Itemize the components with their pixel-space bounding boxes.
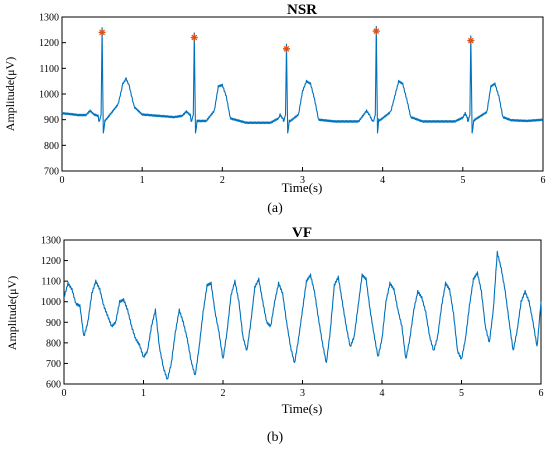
y-tick-label: 900 [44,115,59,126]
chart-b-y-ticks: 600 700 800 900 1000 1100 1200 1300 [41,236,68,391]
r-peak-marker [372,27,380,35]
y-tick-label: 800 [46,338,61,349]
y-tick-label: 1200 [41,256,61,267]
y-tick-label: 1000 [39,90,59,101]
x-tick-label: 6 [539,388,544,399]
y-tick-label: 1200 [39,38,59,49]
y-tick-label: 800 [44,141,59,152]
chart-a-y-ticks: 700 800 900 1000 1100 1200 1300 [39,13,66,178]
x-tick-label: 0 [60,175,65,186]
x-tick-label: 2 [220,175,225,186]
x-tick-label: 4 [380,175,385,186]
y-tick-label: 700 [46,359,61,370]
x-tick-label: 1 [141,388,146,399]
chart-b-ylabel: Amplitude(μV) [5,276,19,350]
chart-a-ylabel: Amplitude(μV) [3,57,17,131]
r-peak-marker [282,45,290,53]
y-tick-label: 1000 [41,297,61,308]
r-peak-marker [190,34,198,42]
chart-nsr: NSR 700 800 900 1000 1100 1200 1300 0 1 2 3 4 5 6 Ti… [3,2,546,216]
x-tick-label: 6 [541,175,546,186]
y-tick-label: 1100 [39,64,59,75]
x-tick-label: 5 [460,175,465,186]
y-tick-label: 900 [46,318,61,329]
r-peak-marker [98,28,106,36]
chart-b-x-ticks: 0 1 2 3 4 5 6 [62,380,544,399]
y-tick-label: 600 [46,380,61,391]
chart-a-caption: (a) [267,201,283,216]
x-tick-label: 3 [300,388,305,399]
y-tick-label: 1300 [41,236,61,247]
chart-a-x-ticks: 0 1 2 3 4 5 6 [60,167,546,186]
chart-b-xlabel: Time(s) [282,401,323,416]
chart-a-markers [98,27,475,53]
chart-a-xlabel: Time(s) [282,180,323,195]
chart-a-series [61,25,544,134]
chart-b-caption: (b) [267,430,284,445]
r-peak-marker [467,37,475,45]
series-line [61,25,544,134]
y-tick-label: 1300 [39,13,59,24]
y-tick-label: 1100 [41,277,61,288]
chart-b-series [63,250,542,380]
x-tick-label: 5 [459,388,464,399]
series-line [63,250,542,380]
x-tick-label: 2 [221,388,226,399]
x-tick-label: 0 [62,388,67,399]
x-tick-label: 1 [140,175,145,186]
chart-a-title: NSR [287,2,317,18]
y-tick-label: 700 [44,167,59,178]
x-tick-label: 4 [380,388,385,399]
x-tick-label: 3 [300,175,305,186]
chart-b-title: VF [292,225,312,241]
